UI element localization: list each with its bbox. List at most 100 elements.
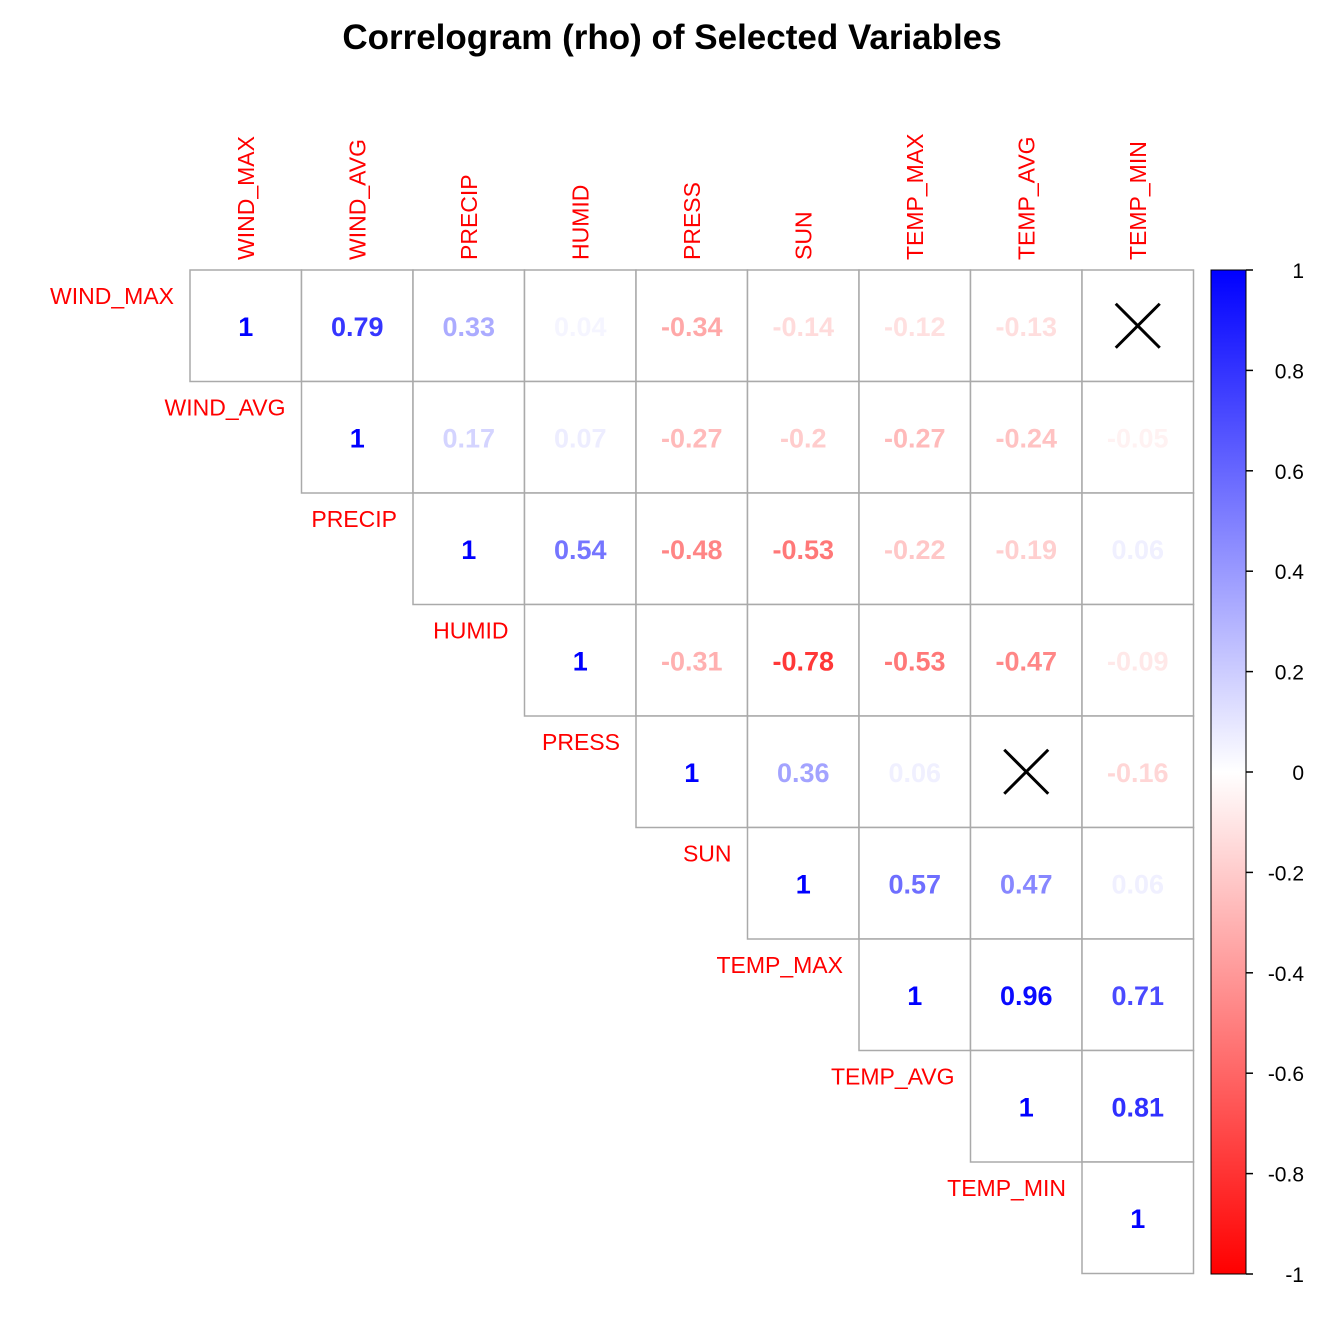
cell-border [1081,1161,1195,1275]
cell-WIND_MAX-TEMP_MIN [1081,269,1195,383]
cell-WIND_MAX-WIND_AVG: 0.79 [300,269,414,383]
cell-PRECIP-HUMID: 0.54 [523,492,637,606]
cell-WIND_MAX-TEMP_AVG: -0.13 [969,269,1083,383]
cell-border [1081,938,1195,1052]
cell-PRECIP-PRESS: -0.48 [635,492,749,606]
cell-value: 0.47 [1000,869,1053,899]
cell-value: 1 [350,423,365,453]
cell-PRESS-TEMP_MIN: -0.16 [1081,715,1195,829]
cell-border [969,269,1083,383]
colorbar-tick-label: 0.2 [1275,662,1304,685]
column-label-PRECIP: PRECIP [456,174,482,260]
cell-WIND_MAX-PRESS: -0.34 [635,269,749,383]
cell-value: 0.04 [554,312,607,342]
colorbar-tick-label: 0 [1292,762,1304,785]
colorbar-gradient [1210,269,1247,1275]
cell-WIND_MAX-TEMP_MAX: -0.12 [858,269,972,383]
cell-value: -0.47 [995,646,1057,676]
cell-border [858,380,972,494]
cell-border [858,269,972,383]
cell-value: 0.96 [1000,981,1053,1011]
cell-value: 1 [1130,1204,1145,1234]
colorbar-tick-label: 0.8 [1275,360,1304,383]
cell-WIND_MAX-WIND_MAX: 1 [189,269,303,383]
cell-border [969,1049,1083,1163]
cell-PRECIP-TEMP_MAX: -0.22 [858,492,972,606]
cell-border [523,603,637,717]
cell-WIND_AVG-TEMP_MIN: -0.05 [1081,380,1195,494]
row-label-TEMP_MIN: TEMP_MIN [947,1175,1066,1201]
cell-value: -0.09 [1107,646,1169,676]
cell-WIND_MAX-HUMID: 0.04 [523,269,637,383]
cell-border [746,492,860,606]
column-label-WIND_AVG: WIND_AVG [344,139,370,260]
cell-value: 0.06 [1111,869,1164,899]
row-label-PRESS: PRESS [542,729,620,755]
cell-value: 1 [907,981,922,1011]
cell-value: 0.71 [1111,981,1164,1011]
cell-border [635,603,749,717]
cell-value: -0.53 [772,535,834,565]
cell-WIND_AVG-PRECIP: 0.17 [412,380,526,494]
cell-border [969,603,1083,717]
row-label-SUN: SUN [683,841,732,867]
column-label-HUMID: HUMID [567,185,593,260]
cell-PRESS-TEMP_MAX: 0.06 [858,715,972,829]
column-label-WIND_MAX: WIND_MAX [233,136,259,260]
cell-value: -0.24 [995,423,1057,453]
cell-value: -0.05 [1107,423,1169,453]
cell-PRESS-PRESS: 1 [635,715,749,829]
cell-HUMID-SUN: -0.78 [746,603,860,717]
cell-WIND_AVG-TEMP_MAX: -0.27 [858,380,972,494]
cell-border [523,492,637,606]
cell-PRESS-TEMP_AVG [969,715,1083,829]
cell-border [412,269,526,383]
cell-WIND_AVG-PRESS: -0.27 [635,380,749,494]
row-label-HUMID: HUMID [433,618,508,644]
cell-border [635,492,749,606]
cell-value: 0.57 [888,869,941,899]
colorbar-tick-label: 0.4 [1275,561,1305,584]
column-labels: WIND_MAX WIND_AVG PRECIP HUMID PRESS SUN TEMP_… [233,133,1151,260]
cell-value: -0.53 [884,646,946,676]
cell-PRECIP-TEMP_AVG: -0.19 [969,492,1083,606]
insignificant-x-icon [1114,302,1161,349]
colorbar-tick-label: -0.4 [1268,963,1305,986]
cell-TEMP_MAX-TEMP_MIN: 0.71 [1081,938,1195,1052]
row-labels: WIND_MAX WIND_AVG PRECIP HUMID PRESS SUN TEMP_… [50,283,1066,1201]
cell-SUN-SUN: 1 [746,826,860,940]
cell-value: 0.81 [1111,1092,1164,1122]
cell-SUN-TEMP_AVG: 0.47 [969,826,1083,940]
cell-border [1081,492,1195,606]
cell-HUMID-HUMID: 1 [523,603,637,717]
cell-value: -0.48 [661,535,723,565]
cell-PRECIP-PRECIP: 1 [412,492,526,606]
cell-border [858,603,972,717]
colorbar-tick-label: -1 [1285,1264,1304,1287]
column-label-TEMP_MAX: TEMP_MAX [902,133,928,260]
colorbar-tick-label: -0.6 [1268,1063,1304,1086]
cell-value: -0.78 [772,646,834,676]
cell-PRECIP-SUN: -0.53 [746,492,860,606]
cell-value: -0.22 [884,535,946,565]
cell-border [858,938,972,1052]
cell-SUN-TEMP_MAX: 0.57 [858,826,972,940]
cell-border [300,380,414,494]
cell-value: -0.13 [995,312,1057,342]
cell-border [969,380,1083,494]
column-label-PRESS: PRESS [679,182,705,260]
cell-value: 1 [238,312,253,342]
cell-value: -0.31 [661,646,723,676]
cell-border [858,492,972,606]
cell-WIND_AVG-HUMID: 0.07 [523,380,637,494]
cell-value: 1 [1019,1092,1034,1122]
cell-HUMID-TEMP_MAX: -0.53 [858,603,972,717]
row-label-TEMP_AVG: TEMP_AVG [831,1064,955,1090]
column-label-TEMP_MIN: TEMP_MIN [1125,141,1151,260]
cell-value: -0.27 [661,423,723,453]
cell-value: -0.27 [884,423,946,453]
cell-border [858,826,972,940]
cell-value: -0.19 [995,535,1057,565]
correlation-cells: 1 0.79 0.33 0.04 -0.34 -0.14 -0.12 -0.13 1 0.17 0.… [189,269,1195,1275]
